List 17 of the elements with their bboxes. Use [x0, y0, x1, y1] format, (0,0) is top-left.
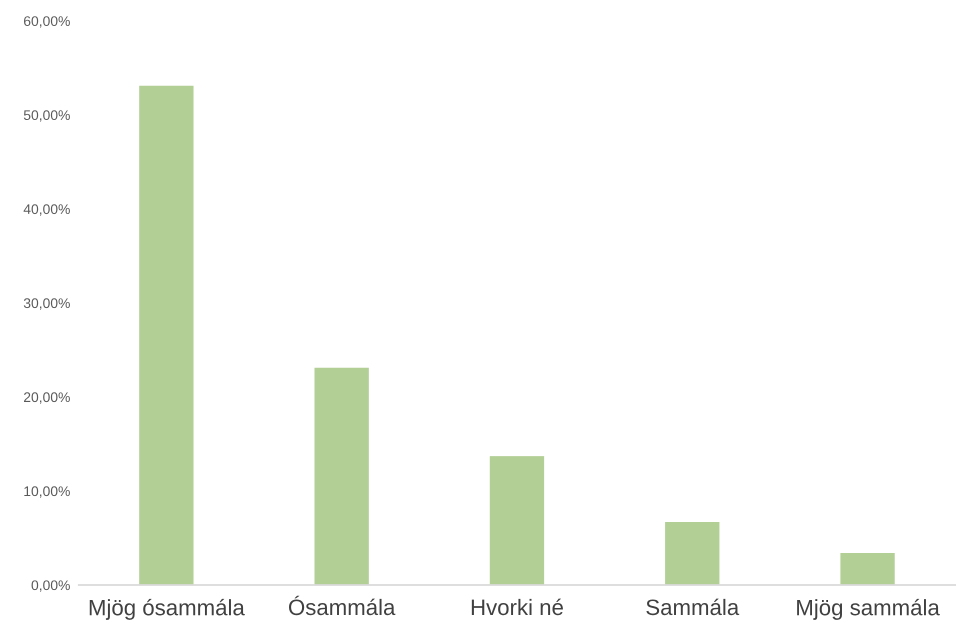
x-tick-label: Ósammála [289, 596, 396, 616]
y-tick-label: 40,00% [24, 204, 70, 216]
y-tick-label: 20,00% [24, 392, 70, 404]
y-tick-label: 30,00% [24, 298, 70, 310]
x-tick-label: Mjög sammála [797, 598, 940, 620]
y-tick-label: 0,00% [32, 580, 70, 592]
y-tick-label: 10,00% [24, 486, 70, 498]
y-tick-label: 50,00% [24, 110, 70, 122]
bar [840, 553, 895, 585]
bar [314, 368, 369, 585]
x-tick-label: Sammála [646, 598, 740, 616]
y-tick-label: 60,00% [24, 16, 70, 28]
x-tick-label: Hvorki né [472, 598, 563, 616]
x-tick-label: Mjög ósammála [90, 598, 245, 620]
bar [665, 522, 720, 585]
bar [139, 86, 194, 585]
bar [490, 456, 544, 585]
